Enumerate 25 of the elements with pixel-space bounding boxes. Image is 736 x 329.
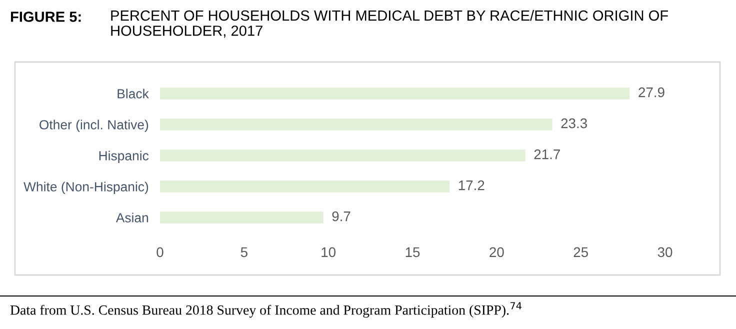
x-tick-label: 0 (156, 247, 164, 258)
x-tick-label: 25 (574, 247, 588, 258)
y-tick-label: White (Non-Hispanic) (24, 182, 148, 194)
y-tick-label: Other (incl. Native) (40, 120, 148, 132)
data-label: 21.7 (534, 149, 560, 160)
data-label: 23.3 (561, 118, 587, 128)
data-label: 27.9 (638, 87, 664, 98)
x-tick-label: 20 (490, 247, 504, 258)
data-label: 9.7 (332, 211, 350, 222)
caption: FIGURE 5: (10, 12, 81, 22)
bar (160, 118, 552, 130)
y-tick-label: Asian (116, 212, 148, 222)
bar (160, 212, 324, 224)
y-tick-label: Hispanic (99, 150, 149, 164)
chart-title: PERCENT OF HOUSEHOLDS WITH MEDICAL DEBT BY RACE/ETHNIC ORIGIN OF HOUSEHOLDER, 2017 (111, 10, 668, 38)
bar (160, 150, 526, 162)
x-tick-label: 10 (322, 247, 336, 258)
data-label: 17.2 (458, 180, 484, 190)
y-tick-label: Black (118, 88, 149, 98)
x-tick-label: 5 (240, 247, 248, 258)
bar (160, 88, 630, 100)
text: Data from U.S. Census Bureau 2018 Survey of Income and Program Participation (SIPP).$^{74}$ (10, 302, 522, 318)
bar (160, 180, 450, 192)
x-tick-label: 30 (658, 247, 672, 258)
x-tick-label: 15 (406, 247, 420, 258)
